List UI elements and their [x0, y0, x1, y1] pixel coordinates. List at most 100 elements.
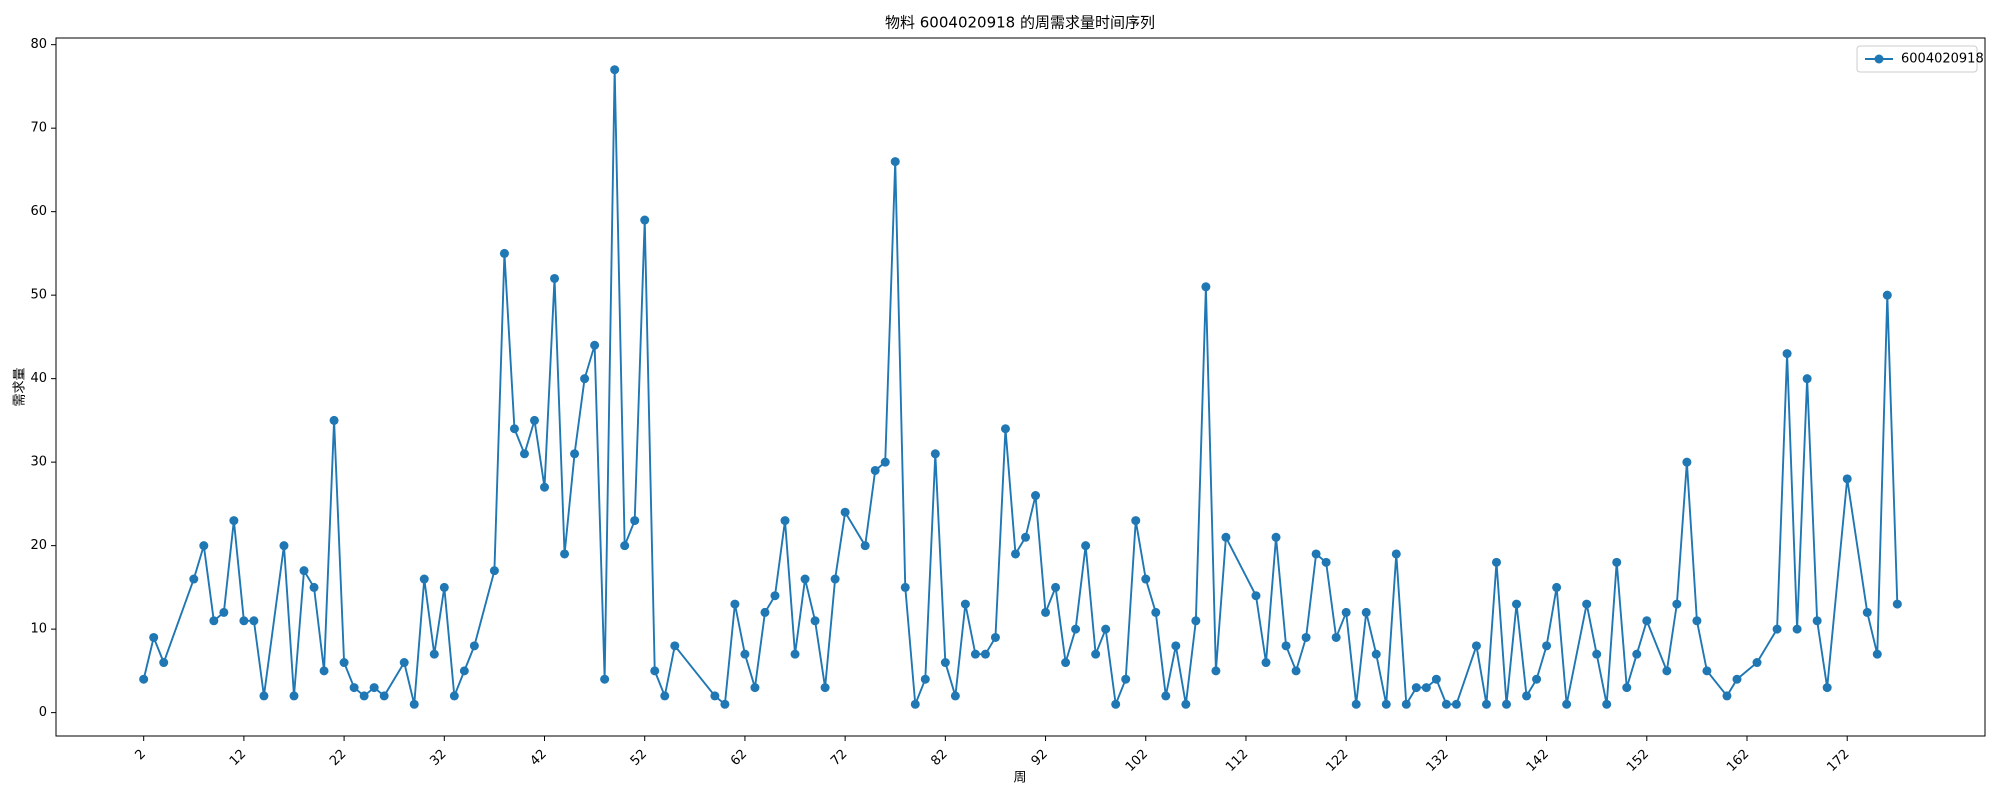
data-point	[449, 691, 459, 701]
y-tick-label: 0	[39, 705, 47, 720]
data-point	[1041, 607, 1051, 617]
y-tick-label: 60	[30, 204, 47, 219]
data-point	[1872, 649, 1882, 659]
x-axis-label: 周	[1013, 771, 1026, 786]
data-point	[1441, 699, 1451, 709]
y-tick-label: 80	[30, 37, 47, 52]
data-point	[1602, 699, 1612, 709]
data-point	[1532, 674, 1542, 684]
data-point	[159, 658, 169, 668]
data-point	[1021, 532, 1031, 542]
data-point	[439, 582, 449, 592]
data-point	[1491, 557, 1501, 567]
data-point	[1451, 699, 1461, 709]
data-point	[1892, 599, 1902, 609]
data-point	[1121, 674, 1131, 684]
data-point	[1421, 683, 1431, 693]
data-point	[1592, 649, 1602, 659]
data-point	[1131, 516, 1141, 526]
data-point	[1261, 658, 1271, 668]
data-point	[1191, 616, 1201, 626]
y-tick-label: 70	[30, 121, 47, 136]
data-point	[529, 415, 539, 425]
data-point	[640, 215, 650, 225]
data-point	[630, 516, 640, 526]
data-point	[820, 683, 830, 693]
data-point	[550, 273, 560, 283]
data-point	[1411, 683, 1421, 693]
data-point	[1381, 699, 1391, 709]
data-point	[1051, 582, 1061, 592]
data-point	[409, 699, 419, 709]
data-point	[1211, 666, 1221, 676]
data-point	[1361, 607, 1371, 617]
data-point	[870, 465, 880, 475]
data-point	[249, 616, 259, 626]
data-point	[1201, 282, 1211, 292]
data-point	[1251, 591, 1261, 601]
data-point	[1391, 549, 1401, 559]
data-point	[279, 541, 289, 551]
data-point	[810, 616, 820, 626]
data-point	[219, 607, 229, 617]
data-point	[519, 449, 529, 459]
data-point	[620, 541, 630, 551]
data-point	[610, 65, 620, 75]
data-point	[990, 632, 1000, 642]
data-point	[950, 691, 960, 701]
data-point	[600, 674, 610, 684]
data-point	[1081, 541, 1091, 551]
legend-label: 6004020918	[1901, 52, 1984, 67]
data-point	[359, 691, 369, 701]
data-point	[1862, 607, 1872, 617]
data-point	[730, 599, 740, 609]
data-point	[1010, 549, 1020, 559]
data-point	[1792, 624, 1802, 634]
data-point	[1632, 649, 1642, 659]
data-point	[379, 691, 389, 701]
data-point	[580, 374, 590, 384]
data-point	[1752, 658, 1762, 668]
data-point	[970, 649, 980, 659]
data-point	[1512, 599, 1522, 609]
data-point	[239, 616, 249, 626]
data-point	[1842, 474, 1852, 484]
data-point	[1371, 649, 1381, 659]
data-point	[1702, 666, 1712, 676]
data-point	[1732, 674, 1742, 684]
data-point	[1471, 641, 1481, 651]
data-point	[840, 507, 850, 517]
data-point	[1291, 666, 1301, 676]
data-point	[1061, 658, 1071, 668]
data-point	[1562, 699, 1572, 709]
data-point	[189, 574, 199, 584]
data-point	[1882, 290, 1892, 300]
data-point	[780, 516, 790, 526]
data-point	[229, 516, 239, 526]
data-point	[830, 574, 840, 584]
data-point	[800, 574, 810, 584]
y-axis-label: 需求量	[13, 367, 28, 406]
data-point	[499, 248, 509, 258]
data-point	[319, 666, 329, 676]
data-point	[1301, 632, 1311, 642]
data-point	[1311, 549, 1321, 559]
data-point	[1552, 582, 1562, 592]
data-point	[1782, 349, 1792, 359]
data-point	[540, 482, 550, 492]
data-point	[910, 699, 920, 709]
legend-box	[1856, 45, 1978, 73]
y-tick-label: 40	[30, 371, 47, 386]
data-point	[790, 649, 800, 659]
data-point	[139, 674, 149, 684]
data-point	[1091, 649, 1101, 659]
data-point	[660, 691, 670, 701]
data-point	[1622, 683, 1632, 693]
data-point	[489, 566, 499, 576]
data-point	[710, 691, 720, 701]
data-point	[980, 649, 990, 659]
data-point	[560, 549, 570, 559]
data-point	[1612, 557, 1622, 567]
